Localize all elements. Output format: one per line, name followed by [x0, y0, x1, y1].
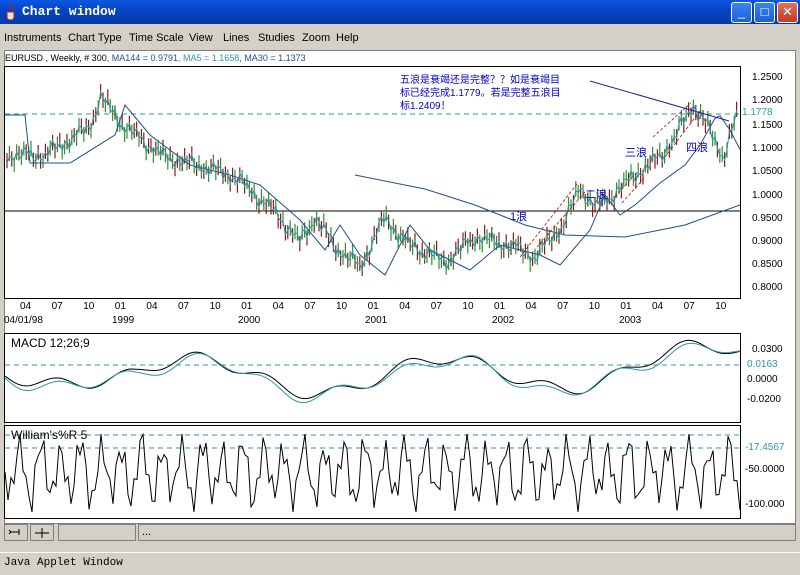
month-tick: 04 [272, 301, 284, 312]
williams-axis: -17.4567 -50.0000 -100.000 [742, 425, 797, 519]
java-cup-icon [6, 4, 15, 20]
menu-view[interactable]: View [189, 32, 213, 44]
month-tick: 10 [336, 301, 348, 312]
year-label: 1999 [112, 315, 135, 326]
wave-annotation: 五浪是衰竭还是完整？？如是衰竭目 标已经完成1.1779。若是完整五浪目 标1.… [400, 74, 561, 113]
ma144-label: , MA144 = 0.9791 [106, 53, 179, 63]
menu-studies[interactable]: Studies [258, 32, 295, 44]
price-tick: 1.0500 [752, 166, 783, 177]
month-tick: 04 [20, 301, 32, 312]
month-tick: 04 [146, 301, 158, 312]
menu-bar: Instruments Chart Type Time Scale View L… [0, 30, 800, 48]
annotation-line-3: 标1.2409！ [400, 101, 451, 112]
toolbar-field[interactable] [58, 524, 136, 541]
price-tick: 0.8500 [752, 259, 783, 270]
year-label: 2001 [365, 315, 388, 326]
month-tick: 07 [683, 301, 695, 312]
time-axis: 04 07 10 01 04 07 10 01 04 07 10 01 04 07 10 01 04 07 10 01… [4, 299, 741, 329]
status-text: Java Applet Window [4, 557, 123, 569]
year-label: 04/01/98 [4, 315, 43, 326]
menu-time-scale[interactable]: Time Scale [129, 32, 184, 44]
menu-instruments[interactable]: Instruments [4, 32, 62, 44]
annotation-line-1: 五浪是衰竭还是完整？？如是衰竭目 [400, 75, 560, 86]
pin-button[interactable] [4, 524, 28, 541]
month-tick: 07 [178, 301, 190, 312]
status-bar: Java Applet Window [0, 552, 800, 575]
year-label: 2003 [619, 315, 642, 326]
maximize-button[interactable]: □ [754, 2, 775, 23]
menu-zoom[interactable]: Zoom [302, 32, 331, 44]
month-tick: 04 [399, 301, 411, 312]
menu-lines[interactable]: Lines [223, 32, 250, 44]
macd-current: 0.0163 [747, 359, 778, 370]
annotation-line-2: 标已经完成1.1779。若是完整五浪目 [400, 88, 561, 99]
menu-chart-type[interactable]: Chart Type [68, 32, 122, 44]
month-tick: 04 [652, 301, 664, 312]
macd-tick: -0.0200 [747, 394, 781, 405]
menu-help[interactable]: Help [336, 32, 359, 44]
crosshair-icon [35, 528, 49, 538]
williams-current: -17.4567 [745, 442, 785, 453]
williams-chart [4, 432, 741, 513]
price-tick: 1.2500 [752, 72, 783, 83]
minimize-button[interactable]: _ [731, 2, 752, 23]
macd-panel[interactable]: MACD 12;26;9 [4, 333, 741, 423]
price-tick: 1.0000 [752, 190, 783, 201]
williams-label: William's%R 5 [11, 428, 88, 442]
macd-label: MACD 12;26;9 [11, 336, 90, 350]
ma5-label: , MA5 = 1.1658 [178, 53, 240, 63]
ma30-label: , MA30 = 1.1373 [239, 53, 306, 63]
year-label: 2002 [492, 315, 515, 326]
price-tick: 1.1500 [752, 120, 783, 131]
macd-chart [4, 339, 741, 404]
wave-label-4: 四浪 [686, 142, 708, 154]
price-tick: 0.9500 [752, 213, 783, 224]
month-tick: 01 [114, 301, 126, 312]
last-price-label: 1.1778 [742, 107, 773, 118]
williams-tick: -50.0000 [745, 464, 785, 475]
macd-tick: 0.0000 [747, 374, 778, 385]
month-tick: 01 [620, 301, 632, 312]
symbol-label: EURUSD , Weekly, # 300 [5, 53, 107, 63]
month-tick: 10 [83, 301, 95, 312]
price-tick: 0.9000 [752, 236, 783, 247]
month-tick: 10 [462, 301, 474, 312]
macd-axis: 0.0300 0.0163 0.0000 -0.0200 [742, 333, 797, 423]
month-tick: 04 [525, 301, 537, 312]
wave-label-2: 二浪 [585, 189, 607, 201]
month-tick: 01 [494, 301, 506, 312]
title-bar: Chart window _ □ ✕ [0, 0, 800, 24]
month-tick: 10 [209, 301, 221, 312]
month-tick: 10 [588, 301, 600, 312]
ellipsis-text: ... [142, 526, 152, 538]
williams-panel[interactable]: William's%R 5 [4, 425, 741, 519]
month-tick: 10 [715, 301, 727, 312]
wave-label-1: 1浪 [510, 211, 528, 223]
price-tick: 1.2000 [752, 95, 783, 106]
month-tick: 07 [430, 301, 442, 312]
chart-header: EURUSD , Weekly, # 300, MA144 = 0.9791, … [5, 53, 306, 63]
month-tick: 07 [51, 301, 63, 312]
price-tick: 1.1000 [752, 143, 783, 154]
close-button[interactable]: ✕ [777, 2, 798, 23]
month-tick: 07 [304, 301, 316, 312]
year-label: 2000 [238, 315, 261, 326]
macd-tick: 0.0300 [752, 344, 783, 355]
month-tick: 01 [241, 301, 253, 312]
toolbar-ellipsis: ... [138, 524, 796, 541]
price-axis: 1.2500 1.2000 1.1500 1.1000 1.0500 1.000… [742, 66, 797, 299]
window-title: Chart window [22, 4, 116, 19]
month-tick: 07 [557, 301, 569, 312]
price-chart-panel[interactable] [4, 66, 741, 299]
crosshair-button[interactable] [30, 524, 54, 541]
wave-label-3: 三浪 [625, 147, 647, 159]
price-tick: 0.8000 [752, 282, 783, 293]
price-chart [5, 80, 741, 277]
williams-tick: -100.000 [745, 499, 785, 510]
month-tick: 01 [367, 301, 379, 312]
pin-icon [8, 529, 20, 535]
